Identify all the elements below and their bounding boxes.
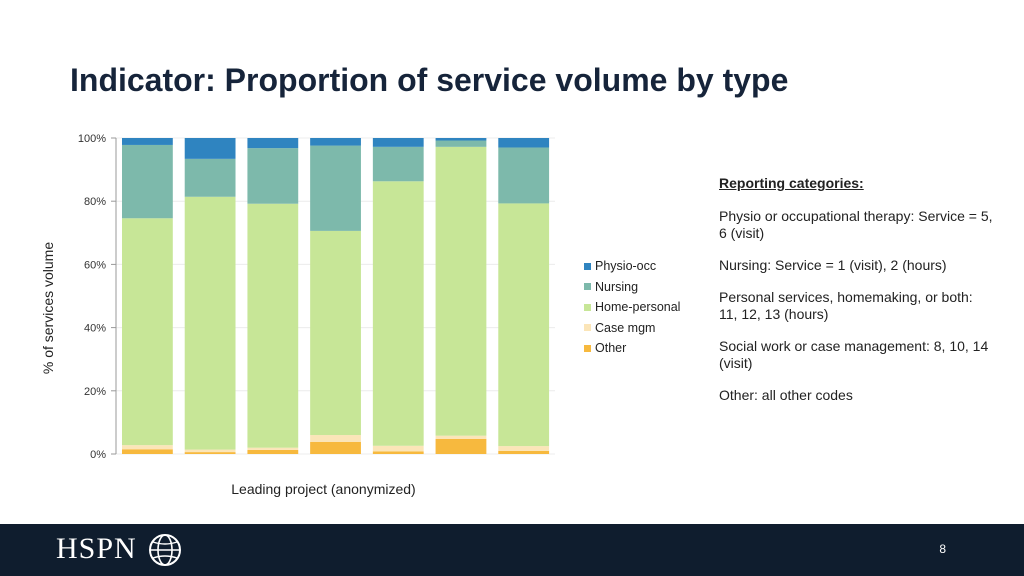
stacked-bar-chart: 0% 20% 40% 60% 80% 100% Leading project (anony… <box>40 133 555 497</box>
bar-segment <box>498 138 550 148</box>
bar-segment <box>122 138 173 145</box>
bar-segment <box>498 147 550 204</box>
bar-segment <box>372 138 424 147</box>
reporting-categories-panel: Reporting categories: Physio or occupati… <box>719 175 994 419</box>
y-tick-label: 40% <box>84 323 106 335</box>
legend-item: Physio-occ <box>584 256 680 277</box>
bar-segment <box>435 140 487 147</box>
bar-segment <box>372 181 424 446</box>
legend-swatch <box>584 283 591 291</box>
y-tick-label: 80% <box>84 196 106 208</box>
legend-item: Nursing <box>584 277 680 298</box>
legend-swatch <box>584 344 591 352</box>
y-tick-label: 100% <box>78 133 106 145</box>
bar-segment <box>435 435 487 439</box>
bar-segment <box>184 196 236 450</box>
x-axis-title: Leading project (anonymized) <box>231 481 415 497</box>
bar-segment <box>184 452 236 454</box>
bar-segment <box>247 203 299 448</box>
legend-item: Case mgm <box>584 318 680 339</box>
bar-segment <box>247 148 299 204</box>
bar-segment <box>122 449 173 454</box>
slide-title: Indicator: Proportion of service volume … <box>70 62 789 98</box>
legend-swatch <box>584 303 591 311</box>
bar-segment <box>310 138 361 146</box>
bar-segment <box>310 435 361 442</box>
page-number: 8 <box>939 542 946 556</box>
chart-legend: Physio-occ Nursing Home-personal Case mgm Ot… <box>584 256 680 359</box>
bar-segment <box>372 146 424 182</box>
bar-segment <box>122 218 173 446</box>
legend-label: Other <box>595 341 627 356</box>
category-note: Social work or case management: 8, 10, 1… <box>719 338 989 371</box>
bar-segment <box>435 146 487 436</box>
bar-segment <box>184 138 236 159</box>
legend-item: Other <box>584 338 680 359</box>
bar-segment <box>310 145 361 231</box>
category-note: Physio or occupational therapy: Service … <box>719 208 993 241</box>
bar-segment <box>184 449 236 453</box>
bar-segment <box>435 438 487 454</box>
y-tick-label: 0% <box>90 449 106 461</box>
bar-segment <box>310 441 361 454</box>
bar-segment <box>247 447 299 450</box>
y-tick-label: 60% <box>84 259 106 271</box>
reporting-categories-heading: Reporting categories: <box>719 175 864 191</box>
legend-item: Home-personal <box>584 297 680 318</box>
bar-segment <box>498 203 550 447</box>
legend-label: Case mgm <box>595 320 656 335</box>
legend-label: Home-personal <box>595 300 681 315</box>
category-note: Other: all other codes <box>719 387 853 403</box>
bar-segment <box>498 450 550 454</box>
category-note: Nursing: Service = 1 (visit), 2 (hours) <box>719 257 947 273</box>
bar-segment <box>372 445 424 452</box>
legend-label: Nursing <box>595 279 639 294</box>
footer-bar: HSPN 8 <box>0 524 1024 576</box>
bar-segment <box>247 138 299 149</box>
y-tick-label: 20% <box>84 386 106 398</box>
bar-segment <box>372 451 424 454</box>
logo-text: HSPN <box>56 532 137 565</box>
legend-swatch <box>584 262 591 270</box>
bar-segment <box>122 445 173 450</box>
y-axis-title: % of services volume <box>40 242 56 374</box>
bar-segment <box>122 144 173 219</box>
bar-segment <box>247 449 299 454</box>
bar-segment <box>435 138 487 141</box>
legend-label: Physio-occ <box>595 259 657 274</box>
legend-swatch <box>584 324 591 332</box>
category-note: Personal services, homemaking, or both: … <box>719 289 973 322</box>
bar-segment <box>310 230 361 436</box>
globe-icon <box>149 534 181 566</box>
bar-segment <box>498 446 550 451</box>
bar-segment <box>184 158 236 197</box>
